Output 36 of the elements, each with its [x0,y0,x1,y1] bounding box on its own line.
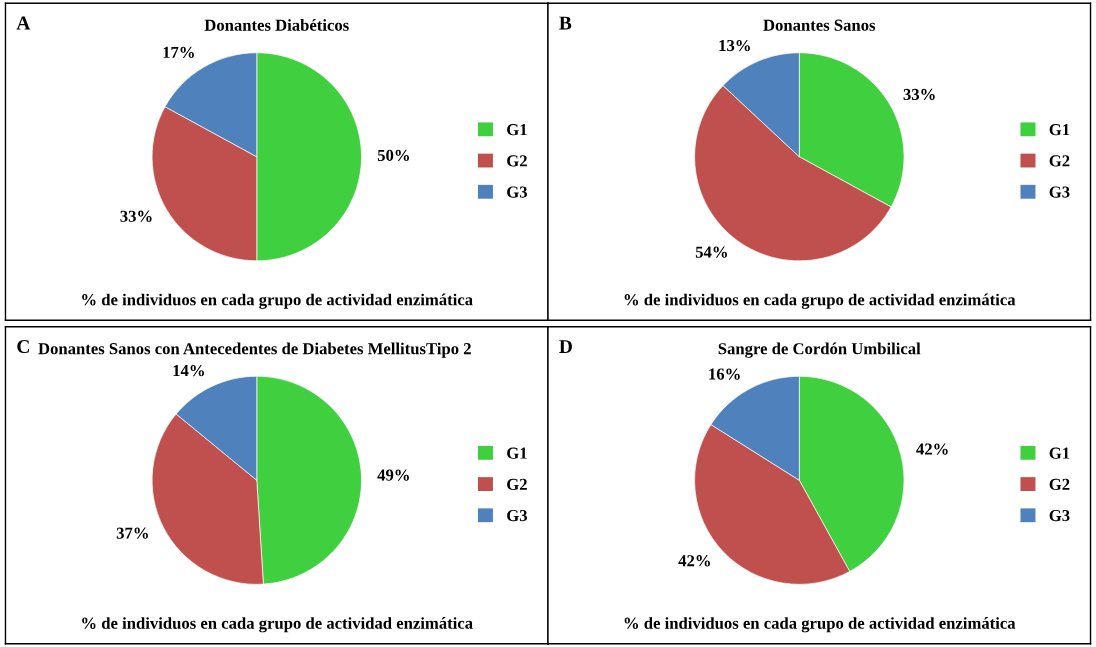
legend-label: G3 [1049,509,1070,522]
legend-label: G2 [1049,478,1070,490]
data-label: 16% [709,368,740,380]
legend-label: G1 [507,447,527,459]
legend-label: G1 [1049,124,1070,136]
data-label: 37% [116,527,148,539]
legend-label: G3 [1049,186,1070,198]
data-label: 17% [163,46,194,59]
legend-label: G1 [1049,447,1070,459]
data-label: 42% [916,443,948,455]
data-label: 14% [173,364,204,377]
data-label: 33% [120,210,152,222]
text: D [559,340,572,353]
text: A [16,16,31,30]
text: % de individuos en cada grupo de actividad enzimática [624,617,1016,633]
legend-label: G3 [507,186,527,198]
legend-label: G2 [507,478,527,490]
chart-title: Donantes Diabéticos [204,19,349,31]
chart-title: Donantes Sanos [763,19,876,31]
data-label: 33% [903,88,935,101]
legend-label: G3 [507,509,527,522]
data-label: 13% [719,39,750,52]
text: % de individuos en cada grupo de actividad enzimática [82,617,473,633]
data-label: 50% [377,149,409,162]
data-label: 49% [377,469,409,481]
text: % de individuos en cada grupo de actividad enzimática [624,293,1016,309]
legend-label: G1 [507,124,527,136]
text: % de individuos en cada grupo de actividad enzimática [82,293,473,309]
chart-title: Sangre de Cordón Umbilical [718,342,921,358]
data-label: 54% [695,246,727,258]
data-label: 42% [678,555,710,567]
legend-label: G2 [1049,155,1070,167]
text: C [17,340,29,354]
text: B [559,16,572,30]
legend-label: G2 [507,155,527,167]
chart-title: Donantes Sanos con Antecedentes de Diabetes MellitusTipo 2 [38,342,471,358]
